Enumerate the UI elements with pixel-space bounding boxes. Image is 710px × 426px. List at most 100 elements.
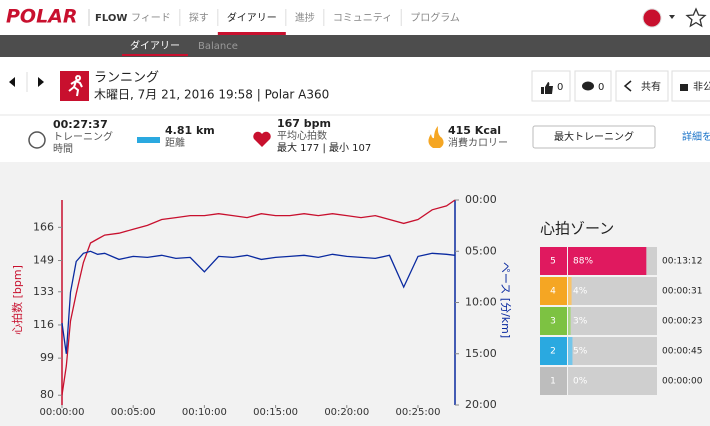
series-line (61, 250, 456, 354)
y-tick-label: 116 (33, 318, 54, 331)
nav-items: フィード 探す ダイアリー 進捗 コミュニティ プログラム (131, 9, 460, 35)
flame-icon (428, 126, 444, 148)
zone-time: 00:00:31 (662, 287, 702, 297)
zones-title: 心拍ゾーン (540, 220, 614, 238)
share: 共有 (641, 80, 661, 93)
nav-item[interactable]: プログラム (410, 11, 460, 24)
next[interactable] (38, 77, 44, 87)
y-tick-label: 149 (33, 254, 54, 267)
zone-bar-bg (568, 337, 657, 365)
x-tick-label: 00:25:00 (396, 407, 441, 418)
prev[interactable] (9, 77, 15, 87)
avg-hr-label: 平均心拍数 (277, 129, 327, 142)
zone-bar (568, 247, 647, 275)
zone-number-cell (540, 367, 567, 395)
nav-item[interactable]: コミュニティ (333, 13, 392, 24)
zone-percent: 3% (573, 317, 588, 327)
duration-label: 時間 (53, 143, 73, 155)
heart-icon (253, 131, 271, 147)
x-tick-label: 00:05:00 (111, 407, 156, 418)
zone-number: 5 (550, 257, 556, 267)
sub-active-bar (122, 54, 188, 56)
zone-percent: 88% (573, 257, 593, 267)
y2-tick-label: 05:00 (465, 244, 497, 257)
y2-tick-label: 00:00 (465, 193, 497, 206)
timer-icon (28, 131, 46, 149)
sub-item[interactable]: ダイアリー (130, 39, 180, 52)
zone-bar-bg (568, 367, 657, 395)
zone-percent: 0% (573, 377, 588, 387)
lock-icon (680, 84, 688, 91)
zone-number-cell (540, 247, 567, 275)
nav-item[interactable]: 進捗 (295, 11, 315, 24)
zone-number: 3 (550, 317, 556, 327)
max-training-button[interactable] (532, 125, 656, 149)
x-tick-label: 00:10:00 (182, 407, 227, 418)
share-button[interactable] (615, 70, 669, 102)
zone-percent: 5% (573, 347, 588, 357)
zone-time: 00:00:00 (662, 377, 703, 387)
duration-label: トレーニング (53, 130, 113, 143)
details-link[interactable]: 詳細を (682, 130, 710, 143)
privacy-button[interactable] (671, 70, 710, 102)
sport: ランニング (94, 71, 159, 86)
date: 木曜日, 7月 21, 2016 19:58 | Polar A360 (94, 88, 329, 102)
like-icon (541, 82, 553, 94)
zone-time: 00:00:45 (662, 347, 702, 357)
y-tick-label: 80 (40, 388, 54, 401)
hr-minmax: 最大 177 | 最小 107 (277, 141, 371, 154)
sub-items: ダイアリー Balance (122, 39, 238, 56)
nav-item[interactable]: 探す (189, 11, 209, 24)
y2-tick-label: 15:00 (465, 347, 497, 360)
likes: 0 (557, 82, 563, 93)
y2-axis-title: ペース [分/km] (499, 262, 512, 338)
distance-label: 距離 (165, 136, 185, 149)
zone-bar (568, 307, 571, 335)
x-tick-label: 00:20:00 (324, 407, 369, 418)
y2-tick-label: 10:00 (465, 296, 497, 309)
nav-active-bar (217, 32, 286, 35)
sub-bar (0, 35, 710, 57)
nav-item[interactable]: ダイアリー (227, 11, 277, 24)
zone-percent: 4% (573, 287, 588, 297)
sub-item[interactable]: Balance (198, 41, 238, 52)
zone-number-cell (540, 277, 567, 305)
distance-icon (137, 137, 160, 143)
zone-number: 2 (550, 347, 556, 357)
series-line (61, 199, 456, 396)
avatar[interactable] (642, 8, 662, 28)
caret[interactable] (669, 15, 675, 19)
logo[interactable]: POLAR (6, 6, 78, 28)
y2-tick-label: 20:00 (465, 398, 497, 411)
runner (68, 75, 83, 97)
calories-label: 消費カロリー (448, 136, 508, 149)
distance: 4.81 km (165, 124, 215, 137)
x-tick-label: 00:00:00 (40, 407, 85, 418)
zone-number: 4 (550, 287, 556, 297)
nav-item[interactable]: フィード (131, 13, 171, 24)
duration: 00:27:37 (53, 118, 108, 131)
zone-bar (568, 337, 573, 365)
top-bar (0, 0, 710, 35)
favorite[interactable] (685, 7, 707, 28)
calories: 415 Kcal (448, 124, 501, 137)
comments: 0 (598, 82, 604, 93)
y-tick-label: 133 (33, 285, 54, 298)
zone-number: 1 (550, 377, 556, 387)
privacy: 非公 (693, 81, 710, 93)
zone-time: 00:00:23 (662, 317, 702, 327)
chart: 80 99 116 133 149 166 00:00 05:00 10:00 15:00 20:0… (10, 193, 512, 418)
y-tick-label: 99 (40, 351, 54, 364)
y-axis-title: 心拍数 [bpm] (10, 265, 24, 335)
x-tick-label: 00:15:00 (253, 407, 298, 418)
zone-time: 00:13:12 (662, 257, 702, 267)
zone-number-cell (540, 307, 567, 335)
product: FLOW (95, 13, 127, 24)
max-training: 最大トレーニング (554, 130, 634, 143)
zone-bar-bg (568, 277, 657, 305)
avg-hr: 167 bpm (277, 117, 331, 130)
zone-bar (568, 277, 572, 305)
zones: 心拍ゾーン 5 88% 00:13:12 4 4% 00:00:31 3 3% 00:00:23 2… (540, 220, 703, 395)
